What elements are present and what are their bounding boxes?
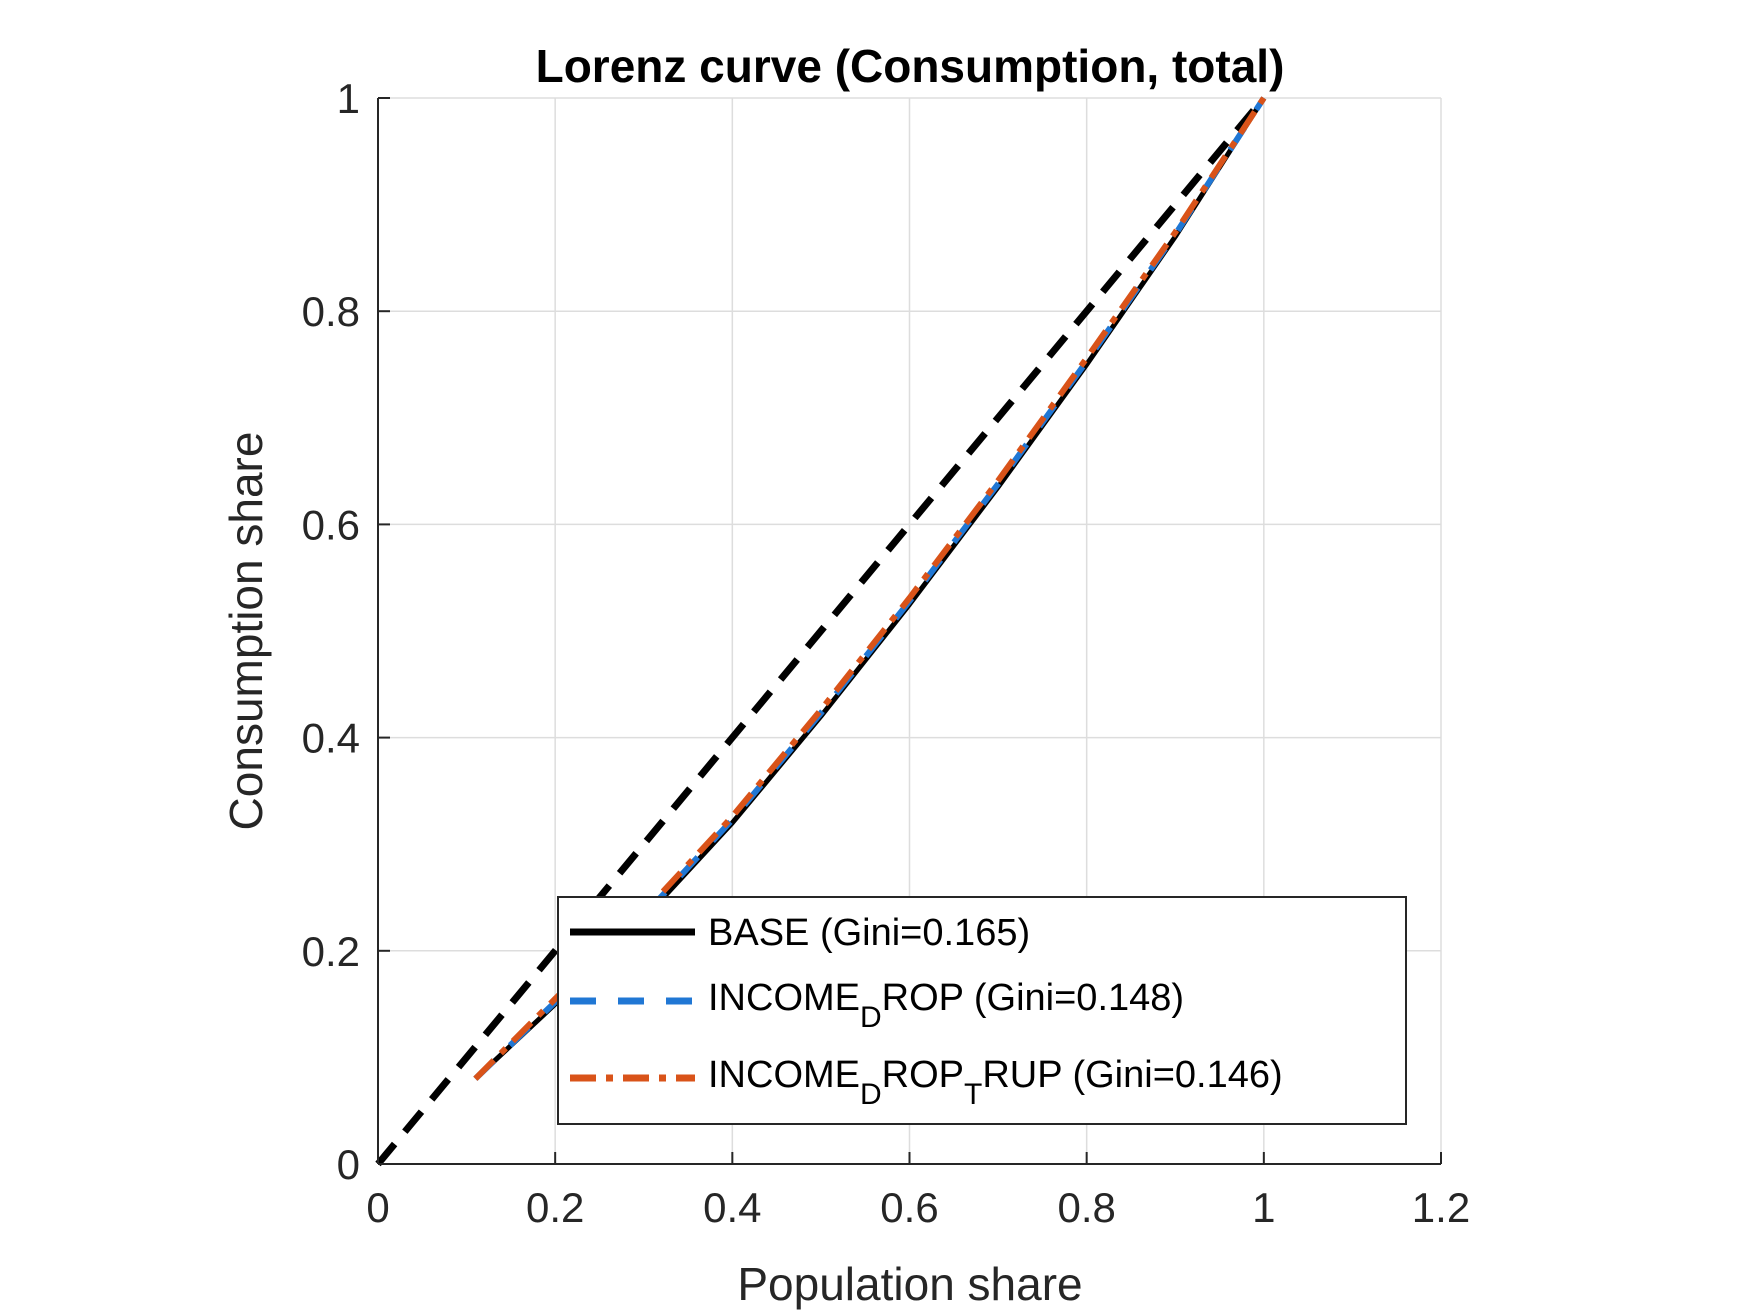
legend-label-base: BASE (Gini=0.165)	[708, 912, 1030, 954]
x-tick-label: 0.4	[703, 1184, 761, 1231]
grid	[377, 97, 1442, 1165]
x-tick-label: 1	[1252, 1184, 1275, 1231]
y-tick-label: 0.4	[302, 715, 360, 762]
x-tick-label: 0	[366, 1184, 389, 1231]
legend-label-trup-sub: D	[860, 1078, 882, 1111]
legend-label-income-drop: INCOMEDROP (Gini=0.148)	[708, 977, 1184, 1034]
legend-label-trup-sub2: T	[964, 1078, 982, 1111]
x-tick-label: 0.6	[880, 1184, 938, 1231]
y-tick-label: 0.2	[302, 928, 360, 975]
y-axis-label: Consumption share	[220, 432, 272, 831]
y-tick-label: 0	[337, 1141, 360, 1188]
legend: BASE (Gini=0.165) INCOMEDROP (Gini=0.148…	[557, 896, 1407, 1125]
legend-box	[557, 896, 1407, 1125]
y-tick-label: 0.6	[302, 501, 360, 548]
chart-title: Lorenz curve (Consumption, total)	[536, 40, 1285, 92]
x-axis-label: Population share	[737, 1258, 1082, 1310]
y-tick-label: 0.8	[302, 288, 360, 335]
legend-label-income-drop-main: INCOME	[708, 977, 860, 1019]
ticks: 0 0.2 0.4 0.6 0.8 1 1.2 0 0.2 0.4 0.6 0.8 1	[302, 75, 1471, 1231]
y-tick-label: 1	[337, 75, 360, 122]
legend-label-income-drop-trup: INCOMEDROPTRUP (Gini=0.146)	[708, 1054, 1283, 1111]
legend-label-trup-rest: RUP (Gini=0.146)	[982, 1054, 1282, 1096]
x-tick-label: 1.2	[1412, 1184, 1470, 1231]
legend-label-trup-mid: ROP	[882, 1054, 964, 1096]
x-tick-label: 0.2	[526, 1184, 584, 1231]
legend-label-income-drop-rest: ROP (Gini=0.148)	[882, 977, 1184, 1019]
x-tick-label: 0.8	[1057, 1184, 1115, 1231]
series-line-equality	[375, 95, 1267, 1167]
legend-label-income-drop-sub: D	[860, 1001, 882, 1034]
legend-label-trup-main: INCOME	[708, 1054, 860, 1096]
